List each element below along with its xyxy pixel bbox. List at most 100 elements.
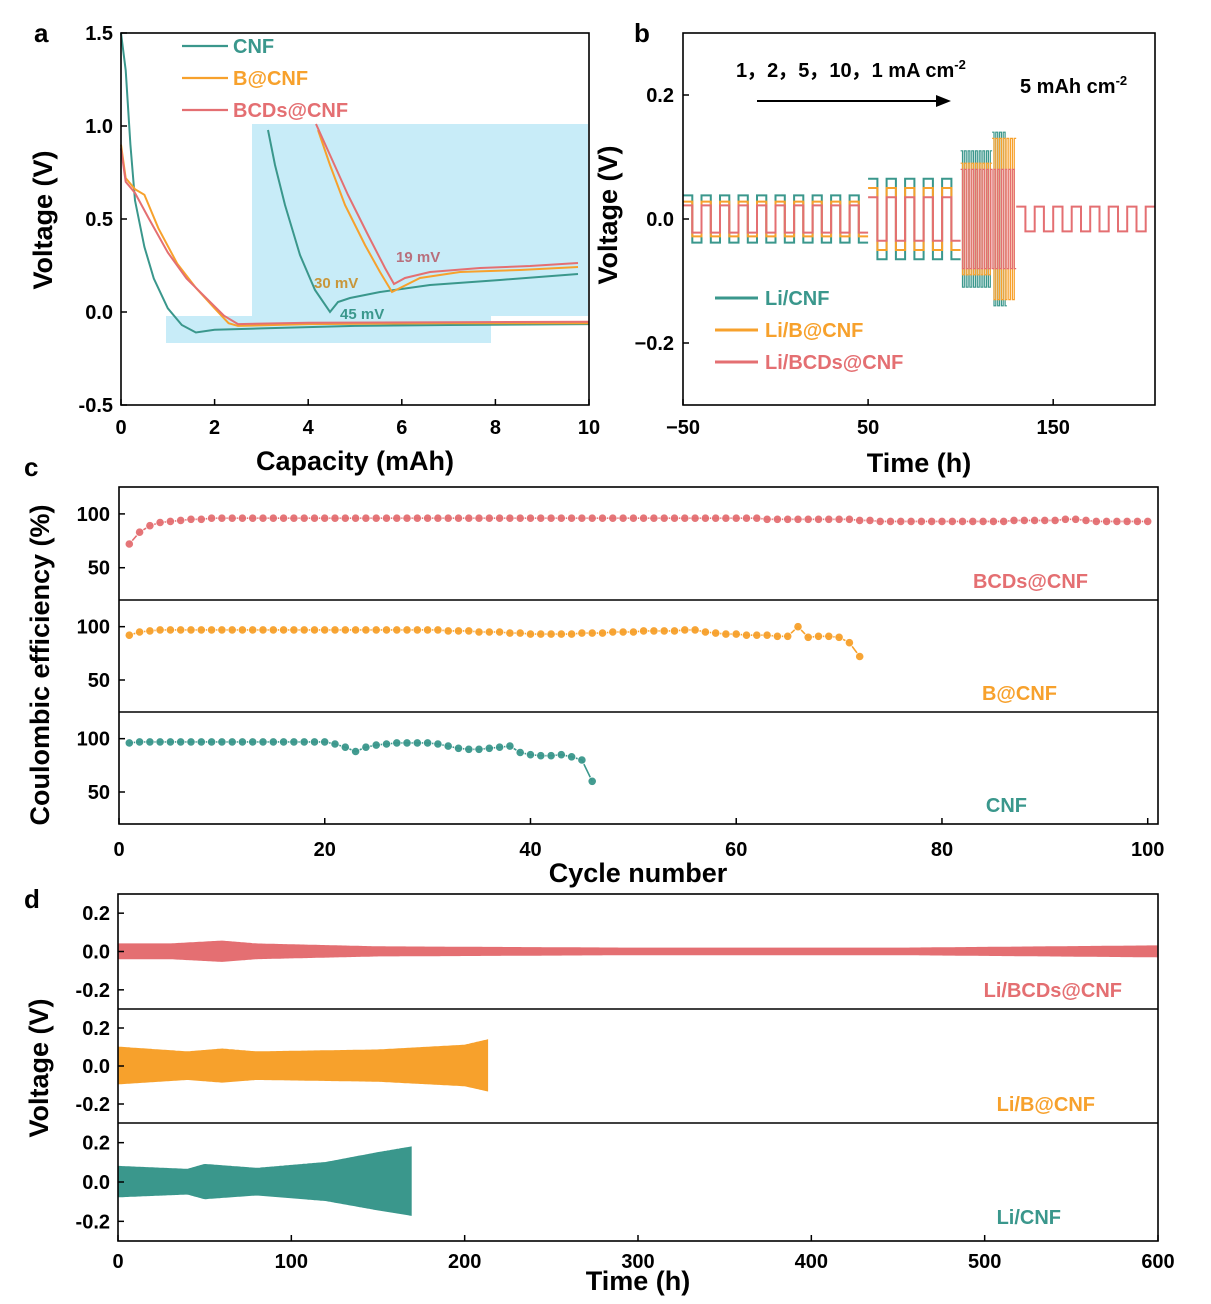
- c-point-bcds-8: [196, 514, 206, 524]
- c-point-b-35: [474, 627, 484, 637]
- b-trace-bcds-3: [1016, 205, 1155, 233]
- c-point-b-12: [237, 625, 247, 635]
- c-point-b-29: [412, 625, 422, 635]
- c-point-b-38: [505, 628, 515, 638]
- c-point-b-26: [381, 625, 392, 635]
- c-point-bcds-97: [1112, 516, 1122, 527]
- c-point-bcds-81: [947, 516, 957, 527]
- c-point-b-21: [330, 625, 340, 635]
- a-series-bcds: [120, 148, 590, 326]
- c-point-bcds-68: [813, 514, 824, 524]
- c-point-cnf-19: [309, 737, 320, 747]
- b-legend-b: Li/B@CNF: [765, 320, 863, 342]
- c-point-bcds-54: [669, 513, 680, 523]
- d-xtick-label-2: 200: [448, 1251, 481, 1273]
- c-point-bcds-96: [1102, 516, 1112, 527]
- c-point-b-70: [834, 632, 844, 642]
- c-point-bcds-47: [597, 513, 608, 523]
- a-xtick-label-1: 2: [209, 417, 220, 439]
- c-point-bcds-55: [680, 513, 690, 523]
- c-point-bcds-29: [412, 513, 422, 523]
- c-point-b-67: [803, 632, 813, 642]
- c-point-b-27: [392, 625, 402, 635]
- panel-label-b: b: [634, 18, 650, 48]
- c-point-cnf-17: [289, 737, 299, 747]
- c-point-bcds-11: [227, 513, 237, 523]
- c-point-bcds-1: [124, 539, 134, 549]
- c-point-b-18: [299, 625, 309, 635]
- a-ylabel: Voltage (V): [28, 150, 58, 289]
- c-point-b-52: [649, 626, 659, 636]
- c-point-bcds-3: [145, 521, 155, 531]
- c-point-b-44: [566, 629, 577, 639]
- d-ylabel: Voltage (V): [24, 998, 54, 1137]
- c-point-cnf-36: [484, 743, 494, 753]
- c-point-bcds-5: [165, 516, 175, 527]
- d-xtick-label-6: 600: [1141, 1251, 1174, 1273]
- c-point-cnf-15: [268, 737, 278, 747]
- c-series-label-cnf: CNF: [986, 795, 1027, 817]
- a-xtick-label-4: 8: [490, 417, 501, 439]
- c-point-bcds-80: [937, 516, 947, 527]
- c-point-bcds-14: [258, 513, 268, 523]
- d-xtick-label-5: 500: [968, 1251, 1001, 1273]
- c-point-bcds-18: [299, 513, 309, 523]
- c-point-bcds-83: [968, 516, 978, 527]
- c-point-bcds-62: [752, 513, 762, 523]
- c-point-bcds-67: [803, 514, 813, 524]
- c-point-bcds-84: [978, 516, 988, 527]
- c-point-bcds-23: [350, 513, 361, 523]
- d-xtick-label-4: 400: [795, 1251, 828, 1273]
- b-xtick-label-1: 50: [857, 417, 879, 439]
- c-point-cnf-14: [258, 737, 268, 747]
- b-ytick-label-1: 0.0: [646, 209, 674, 231]
- c-point-bcds-30: [422, 513, 433, 523]
- c-ytick-label-2-1: 50: [88, 782, 110, 804]
- c-point-bcds-51: [638, 513, 649, 523]
- b-trace-bcds-1: [868, 196, 961, 242]
- c-point-b-33: [453, 626, 464, 636]
- c-point-bcds-52: [649, 513, 659, 523]
- c-point-bcds-56: [690, 513, 700, 523]
- a-xlabel: Capacity (mAh): [256, 446, 454, 476]
- b-xtick-label-2: 150: [1037, 417, 1070, 439]
- c-point-b-53: [659, 626, 669, 636]
- b-legend-bcds: Li/BCDs@CNF: [765, 352, 903, 374]
- c-point-bcds-32: [443, 513, 453, 523]
- c-point-cnf-20: [320, 737, 330, 747]
- b-arrow-head: [936, 95, 951, 107]
- c-point-b-23: [350, 625, 361, 635]
- c-point-bcds-65: [783, 514, 793, 524]
- d-area-cnf: [117, 1146, 412, 1216]
- c-point-b-19: [309, 625, 320, 635]
- c-point-cnf-1: [124, 738, 134, 748]
- c-point-cnf-42: [546, 751, 556, 761]
- c-point-b-47: [597, 628, 608, 638]
- c-point-bcds-94: [1081, 515, 1091, 526]
- a-legend-cnf: CNF: [233, 36, 274, 58]
- c-point-cnf-10: [217, 737, 227, 747]
- c-point-bcds-15: [268, 513, 278, 523]
- c-point-bcds-63: [762, 514, 772, 524]
- c-point-b-69: [824, 631, 834, 641]
- c-point-bcds-9: [207, 513, 217, 523]
- c-point-b-28: [402, 625, 412, 635]
- c-point-cnf-4: [155, 737, 165, 747]
- c-point-b-49: [618, 627, 628, 637]
- a-series-cnf: [120, 32, 590, 334]
- c-point-bcds-72: [855, 515, 865, 526]
- panel-label-c: c: [24, 452, 38, 482]
- a-annot-45: 45 mV: [340, 306, 384, 323]
- d-area-bcds: [117, 940, 1158, 962]
- c-point-bcds-20: [320, 513, 330, 523]
- c-point-bcds-12: [237, 513, 247, 523]
- c-point-b-5: [165, 625, 175, 635]
- b-trace-b-2: [960, 162, 993, 276]
- c-point-b-58: [711, 628, 721, 638]
- c-point-bcds-70: [834, 514, 844, 524]
- c-point-b-42: [546, 629, 556, 639]
- b-ylabel: Voltage (V): [593, 145, 623, 284]
- c-point-cnf-29: [412, 738, 422, 748]
- c-ytick-label-1-0: 100: [77, 617, 110, 639]
- c-point-b-7: [186, 625, 196, 635]
